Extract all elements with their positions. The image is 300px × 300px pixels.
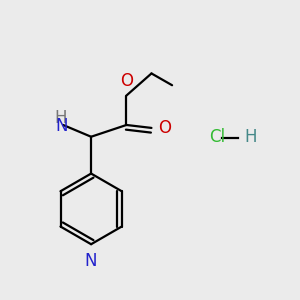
Text: N: N [85, 252, 98, 270]
Text: Cl: Cl [209, 128, 225, 146]
Text: H: H [54, 110, 66, 128]
Text: O: O [120, 72, 133, 90]
Text: O: O [158, 119, 171, 137]
Text: N: N [56, 117, 68, 135]
Text: H: H [244, 128, 257, 146]
